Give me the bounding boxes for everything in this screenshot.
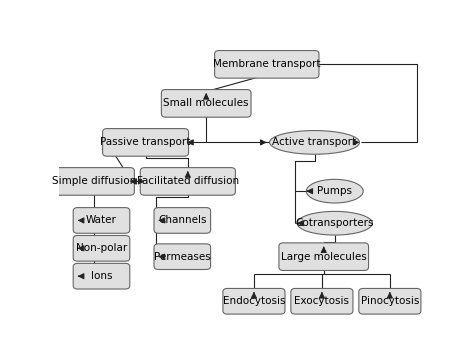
FancyBboxPatch shape [154,208,210,233]
Text: Small molecules: Small molecules [164,98,249,108]
FancyBboxPatch shape [223,289,285,314]
Text: Membrane transport: Membrane transport [213,59,320,70]
FancyBboxPatch shape [161,89,251,117]
Text: Facilitated diffusion: Facilitated diffusion [137,176,239,186]
Text: Pumps: Pumps [317,186,352,196]
Text: Passive transport: Passive transport [100,138,191,147]
FancyBboxPatch shape [291,289,353,314]
FancyBboxPatch shape [73,264,130,289]
Ellipse shape [270,131,360,154]
Ellipse shape [297,211,373,235]
Text: Channels: Channels [158,215,207,226]
Text: Simple diffusion: Simple diffusion [52,176,136,186]
FancyBboxPatch shape [54,168,134,195]
Text: Permeases: Permeases [154,252,210,262]
Text: Exocytosis: Exocytosis [294,296,349,306]
Text: Water: Water [86,215,117,226]
FancyBboxPatch shape [73,236,130,261]
FancyBboxPatch shape [102,129,189,156]
FancyBboxPatch shape [73,208,130,233]
Text: Pinocytosis: Pinocytosis [361,296,419,306]
FancyBboxPatch shape [359,289,421,314]
Text: Ions: Ions [91,271,112,281]
Text: Active transport: Active transport [273,138,356,147]
FancyBboxPatch shape [140,168,236,195]
Text: Endocytosis: Endocytosis [223,296,285,306]
FancyBboxPatch shape [215,51,319,78]
FancyBboxPatch shape [279,243,369,270]
Text: Non-polar: Non-polar [76,243,127,253]
Text: Large molecules: Large molecules [281,252,366,262]
Ellipse shape [306,179,363,203]
Text: Cotransporters: Cotransporters [295,218,374,228]
FancyBboxPatch shape [154,244,210,269]
